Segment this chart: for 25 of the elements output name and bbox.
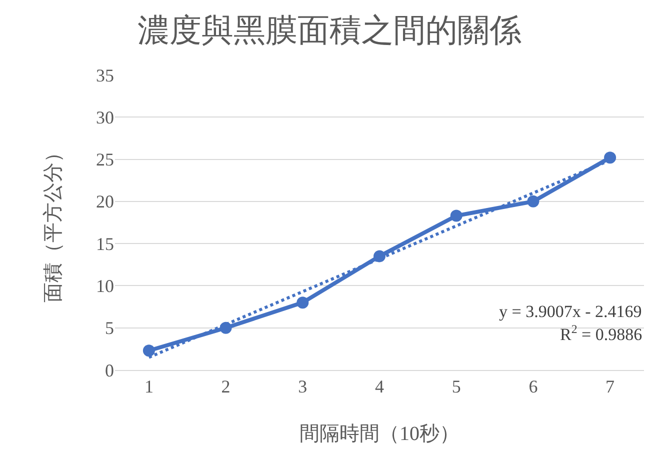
y-axis-title: 面積（平方公分） [42, 142, 64, 302]
y-tick-label: 30 [96, 107, 114, 128]
x-tick-label: 1 [144, 376, 154, 397]
y-tick-label: 15 [96, 234, 114, 254]
annotation: R$^{2}$ = 0.9886 [560, 322, 642, 344]
y-tick-label: 10 [96, 276, 114, 296]
annotation: y = 3.9007x - 2.4169 [499, 302, 642, 321]
y-tick-label: 5 [105, 318, 114, 338]
x-tick-label: 4 [375, 376, 384, 397]
chart-title: 濃度與黑膜面積之間的關係 [138, 12, 522, 48]
x-tick-label: 3 [298, 376, 308, 397]
y-tick-label: 25 [96, 150, 114, 170]
x-tick-label: 7 [606, 376, 615, 397]
point [450, 210, 462, 222]
point [296, 296, 309, 309]
x-tick-label: 5 [452, 376, 461, 397]
y-tick-label: 35 [96, 65, 114, 86]
point [142, 344, 155, 357]
y-tick-label: 20 [96, 192, 114, 212]
point [527, 195, 540, 208]
y-tick-label: 0 [105, 360, 114, 380]
x-tick-label: 6 [528, 376, 538, 397]
x-tick-label: 2 [221, 376, 230, 397]
point [604, 152, 616, 164]
x-axis-title: 間隔時間（10秒） [300, 423, 460, 446]
